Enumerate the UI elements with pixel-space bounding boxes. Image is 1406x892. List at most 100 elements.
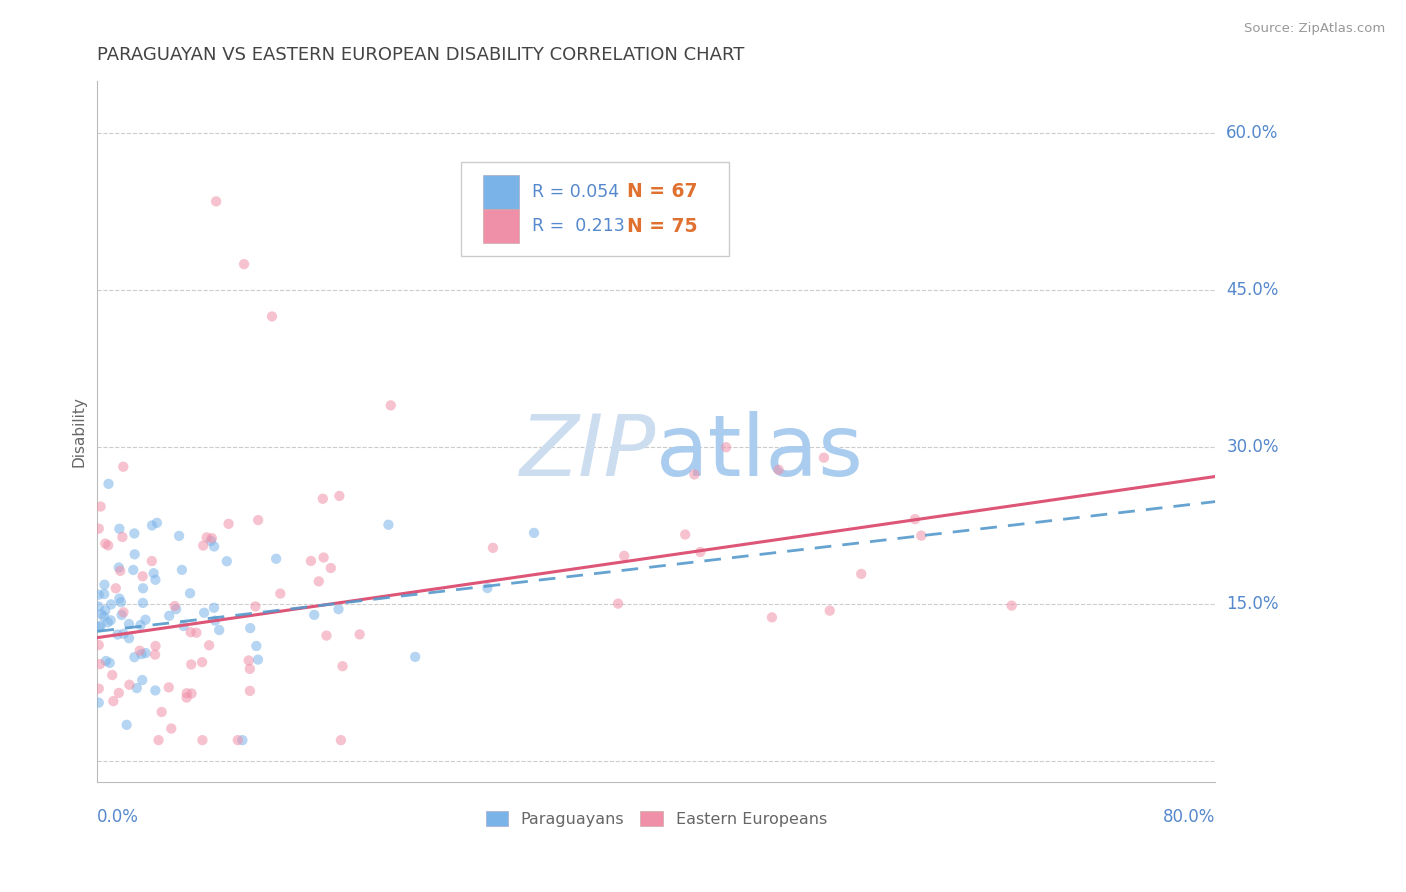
Point — [523, 525, 546, 540]
Point — [200, 533, 222, 548]
Point — [202, 600, 225, 615]
Point — [103, 694, 125, 708]
Text: 80.0%: 80.0% — [1163, 808, 1215, 826]
Point — [239, 662, 262, 676]
Point — [93, 587, 115, 601]
Point — [613, 549, 636, 563]
Point — [191, 733, 214, 747]
Point — [193, 539, 215, 553]
Text: Source: ZipAtlas.com: Source: ZipAtlas.com — [1244, 22, 1385, 36]
Point — [87, 638, 110, 652]
Text: 15.0%: 15.0% — [1226, 595, 1279, 613]
Point — [112, 459, 135, 474]
Point — [238, 653, 260, 667]
Point — [482, 541, 505, 555]
Point — [1001, 599, 1024, 613]
Point — [93, 609, 115, 624]
Text: R =  0.213: R = 0.213 — [531, 217, 624, 235]
Point — [122, 563, 145, 577]
Point — [97, 615, 120, 630]
Point — [205, 194, 228, 209]
Point — [245, 599, 267, 614]
Point — [195, 530, 218, 544]
Point — [218, 516, 240, 531]
Point — [104, 582, 127, 596]
Point — [87, 681, 110, 696]
Point — [131, 673, 153, 687]
Point — [246, 652, 269, 666]
Point — [312, 550, 335, 565]
Point — [142, 566, 165, 581]
Text: 30.0%: 30.0% — [1226, 438, 1279, 456]
Point — [329, 733, 352, 747]
Point — [167, 529, 190, 543]
Point — [98, 656, 121, 670]
Text: 60.0%: 60.0% — [1226, 124, 1278, 143]
Text: ZIP: ZIP — [520, 411, 657, 494]
Point — [87, 599, 110, 614]
Point — [315, 629, 337, 643]
Point — [215, 554, 238, 568]
Point — [135, 646, 157, 660]
Point — [94, 536, 117, 550]
Point — [131, 647, 153, 661]
Point — [125, 681, 148, 695]
Point — [124, 526, 146, 541]
Point — [108, 686, 131, 700]
Point — [193, 606, 215, 620]
Point — [202, 540, 225, 554]
Point — [260, 310, 283, 324]
Point — [141, 554, 163, 568]
Text: R = 0.054: R = 0.054 — [531, 183, 619, 201]
Point — [176, 690, 198, 705]
Point — [143, 648, 166, 662]
Point — [851, 566, 873, 581]
Point — [180, 686, 202, 700]
Point — [377, 517, 399, 532]
Point — [180, 625, 202, 640]
Point — [404, 649, 426, 664]
Point — [112, 626, 135, 640]
Point — [124, 547, 146, 561]
Point — [231, 733, 253, 747]
Point — [173, 619, 195, 633]
Point — [163, 599, 186, 613]
Point — [94, 603, 117, 617]
Point — [910, 528, 932, 542]
Point — [761, 610, 783, 624]
FancyBboxPatch shape — [484, 175, 519, 209]
Point — [208, 623, 231, 637]
Point — [319, 561, 342, 575]
Point — [110, 607, 132, 622]
Point — [87, 522, 110, 536]
Point — [328, 489, 350, 503]
Point — [101, 668, 124, 682]
Point — [179, 586, 201, 600]
Point — [247, 513, 270, 527]
Point — [683, 467, 706, 482]
Point — [714, 440, 737, 454]
Point — [768, 463, 790, 477]
Point — [118, 678, 141, 692]
Point — [110, 595, 132, 609]
Point — [128, 643, 150, 657]
Point — [186, 625, 208, 640]
Point — [204, 614, 226, 628]
Text: PARAGUAYAN VS EASTERN EUROPEAN DISABILITY CORRELATION CHART: PARAGUAYAN VS EASTERN EUROPEAN DISABILIT… — [97, 46, 745, 64]
Point — [141, 518, 163, 533]
Point — [813, 450, 835, 465]
Y-axis label: Disability: Disability — [72, 396, 86, 467]
Point — [299, 554, 322, 568]
Point — [176, 686, 198, 700]
Point — [328, 602, 350, 616]
Point — [110, 564, 132, 578]
Point — [132, 596, 155, 610]
Point — [201, 531, 224, 545]
Point — [90, 618, 112, 632]
Point — [349, 627, 371, 641]
Point — [87, 588, 110, 602]
Point — [150, 705, 173, 719]
Point — [87, 696, 110, 710]
Point — [689, 545, 711, 559]
Point — [245, 639, 267, 653]
